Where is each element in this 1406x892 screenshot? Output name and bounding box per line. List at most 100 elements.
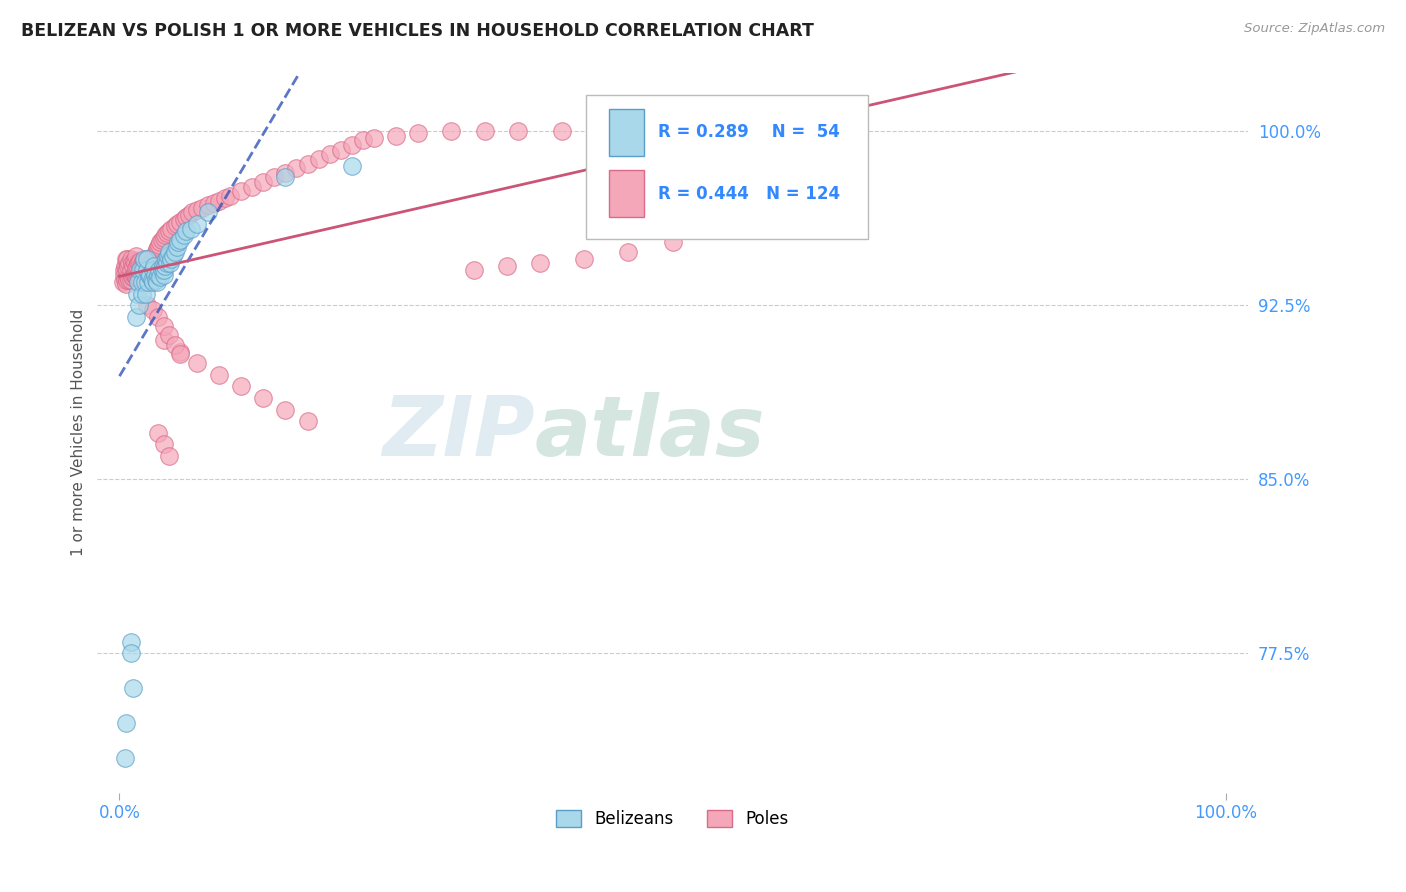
Point (329, 143, 352, 157)
Point (495, 259, 517, 273)
Point (162, 249, 184, 263)
Point (152, 319, 174, 334)
Point (148, 237, 170, 252)
Point (160, 252, 183, 266)
Point (274, 402, 297, 417)
Point (115, 252, 138, 266)
Point (157, 249, 180, 263)
Point (128, 270, 150, 285)
Point (114, 272, 136, 286)
Point (340, 137, 363, 152)
Point (120, 252, 142, 266)
Point (121, 256, 143, 270)
Point (129, 254, 152, 268)
Point (148, 240, 170, 254)
Point (153, 259, 176, 273)
Point (114, 751, 136, 765)
Point (124, 268, 146, 282)
Point (142, 259, 165, 273)
Point (181, 205, 204, 219)
Point (143, 247, 166, 261)
Point (132, 266, 155, 280)
Point (297, 414, 319, 428)
FancyBboxPatch shape (609, 170, 644, 217)
Point (132, 254, 155, 268)
Point (363, 131, 385, 145)
Point (252, 391, 274, 405)
Point (148, 310, 170, 324)
Point (121, 270, 143, 285)
Point (142, 263, 165, 277)
Point (132, 252, 155, 266)
Point (173, 228, 195, 243)
Point (135, 286, 157, 301)
Point (186, 356, 208, 370)
Point (340, 159, 363, 173)
Point (132, 266, 155, 280)
Y-axis label: 1 or more Vehicles in Household: 1 or more Vehicles in Household (72, 310, 86, 557)
Point (124, 256, 146, 270)
Point (138, 259, 160, 273)
Point (122, 268, 145, 282)
Point (139, 256, 162, 270)
Point (136, 252, 159, 266)
Point (135, 260, 157, 275)
Point (274, 170, 297, 185)
Point (141, 272, 163, 286)
Point (595, 124, 617, 138)
Point (617, 244, 640, 259)
Point (179, 208, 201, 222)
Point (136, 275, 159, 289)
Point (136, 260, 159, 275)
Point (661, 235, 683, 250)
Point (136, 263, 159, 277)
Point (219, 189, 242, 203)
Point (115, 272, 138, 286)
Point (385, 128, 408, 143)
Point (156, 226, 179, 240)
Point (152, 437, 174, 451)
Point (191, 201, 214, 215)
Point (150, 263, 173, 277)
Text: R = 0.444   N = 124: R = 0.444 N = 124 (658, 185, 839, 202)
Point (131, 256, 153, 270)
Point (129, 268, 152, 282)
Point (121, 270, 143, 285)
Point (263, 170, 285, 185)
Point (174, 210, 197, 224)
Point (186, 202, 208, 217)
Point (115, 263, 138, 277)
Point (121, 681, 143, 696)
Point (551, 124, 574, 138)
Point (131, 268, 153, 282)
Point (285, 161, 308, 176)
FancyBboxPatch shape (586, 95, 869, 238)
Point (117, 259, 139, 273)
Point (157, 449, 180, 463)
Point (145, 244, 167, 259)
Point (120, 634, 142, 648)
Point (118, 272, 141, 286)
Point (134, 275, 156, 289)
Point (127, 268, 149, 282)
Point (152, 263, 174, 277)
Point (142, 252, 165, 266)
Point (640, 124, 662, 138)
Point (117, 270, 139, 285)
Point (127, 286, 149, 301)
Point (252, 175, 274, 189)
Point (208, 368, 231, 382)
Point (202, 196, 225, 211)
Point (122, 254, 145, 268)
Point (148, 425, 170, 440)
Point (134, 263, 156, 277)
Point (240, 179, 263, 194)
Point (149, 235, 172, 250)
Point (129, 263, 152, 277)
Point (136, 252, 159, 266)
FancyBboxPatch shape (609, 109, 644, 156)
Point (231, 379, 253, 393)
Point (169, 344, 191, 359)
Point (142, 275, 165, 289)
Point (152, 231, 174, 245)
